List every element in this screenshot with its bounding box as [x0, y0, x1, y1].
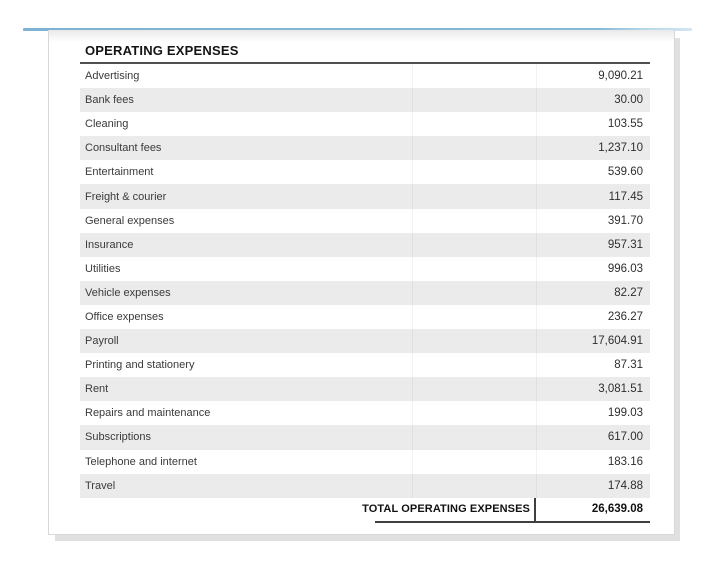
row-label: Entertainment: [85, 166, 154, 179]
row-label: Utilities: [85, 262, 121, 275]
row-value: 236.27: [607, 310, 643, 323]
table-row: Advertising 9,090.21: [80, 64, 650, 88]
table-row: Bank fees 30.00: [80, 88, 650, 113]
report-section-title: OPERATING EXPENSES: [85, 43, 239, 58]
row-value: 117.45: [608, 190, 643, 203]
row-label: Printing and stationery: [85, 359, 195, 372]
table-row: Travel 174.88: [80, 473, 650, 498]
table-row: Repairs and maintenance 199.03: [80, 401, 650, 425]
row-value: 3,081.51: [598, 383, 643, 396]
row-label: Vehicle expenses: [85, 286, 171, 299]
table-row: Printing and stationery 87.31: [80, 353, 650, 377]
row-value: 617.00: [607, 431, 643, 444]
row-label: Advertising: [85, 70, 140, 83]
row-value: 199.03: [607, 407, 643, 420]
total-label: TOTAL OPERATING EXPENSES: [362, 503, 530, 516]
table-row: Freight & courier 117.45: [80, 184, 650, 209]
row-value: 1,237.10: [598, 142, 643, 155]
title-underline: [80, 62, 650, 64]
total-row: TOTAL OPERATING EXPENSES 26,639.08: [80, 497, 650, 523]
accent-top-rule: [23, 28, 692, 31]
row-label: Repairs and maintenance: [85, 407, 211, 420]
row-value: 957.31: [607, 238, 643, 251]
table-row: Office expenses 236.27: [80, 305, 650, 329]
table-row: General expenses 391.70: [80, 209, 650, 233]
table-row: Entertainment 539.60: [80, 160, 650, 184]
row-label: Office expenses: [85, 310, 164, 323]
row-value: 30.00: [614, 94, 643, 107]
row-value: 174.88: [607, 479, 643, 492]
table-row: Consultant fees 1,237.10: [80, 136, 650, 161]
table-row: Payroll 17,604.91: [80, 329, 650, 354]
row-value: 103.55: [607, 118, 643, 131]
row-value: 9,090.21: [598, 70, 643, 83]
row-label: Consultant fees: [85, 142, 162, 155]
row-label: Telephone and internet: [85, 455, 197, 468]
row-label: Bank fees: [85, 94, 134, 107]
report-content: OPERATING EXPENSES Advertising 9,090.21 …: [80, 30, 650, 523]
row-label: Subscriptions: [85, 431, 152, 444]
row-label: Travel: [85, 479, 116, 492]
row-value: 17,604.91: [591, 335, 643, 348]
row-value: 183.16: [607, 455, 643, 468]
row-value: 391.70: [607, 214, 643, 227]
table-row: Subscriptions 617.00: [80, 425, 650, 450]
row-value: 996.03: [607, 262, 643, 275]
table-row: Cleaning 103.55: [80, 112, 650, 136]
table-row: Telephone and internet 183.16: [80, 450, 650, 474]
row-value: 87.31: [614, 359, 643, 372]
row-label: Freight & courier: [85, 190, 167, 203]
row-label: Insurance: [85, 238, 134, 251]
row-label: Rent: [85, 383, 109, 396]
card-top-shadow: [49, 30, 674, 42]
total-value: 26,639.08: [591, 503, 643, 516]
row-label: General expenses: [85, 214, 175, 227]
table-row: Rent 3,081.51: [80, 377, 650, 402]
table-row: Vehicle expenses 82.27: [80, 280, 650, 305]
total-underline: [375, 520, 650, 523]
row-value: 82.27: [614, 286, 643, 299]
row-label: Cleaning: [85, 118, 129, 131]
table-row: Insurance 957.31: [80, 232, 650, 257]
expense-rows: Advertising 9,090.21 Bank fees 30.00 Cle…: [80, 64, 650, 498]
total-divider: [534, 497, 536, 521]
table-row: Utilities 996.03: [80, 257, 650, 281]
report-card: OPERATING EXPENSES Advertising 9,090.21 …: [48, 30, 675, 535]
row-value: 539.60: [607, 166, 643, 179]
row-label: Payroll: [85, 335, 119, 348]
